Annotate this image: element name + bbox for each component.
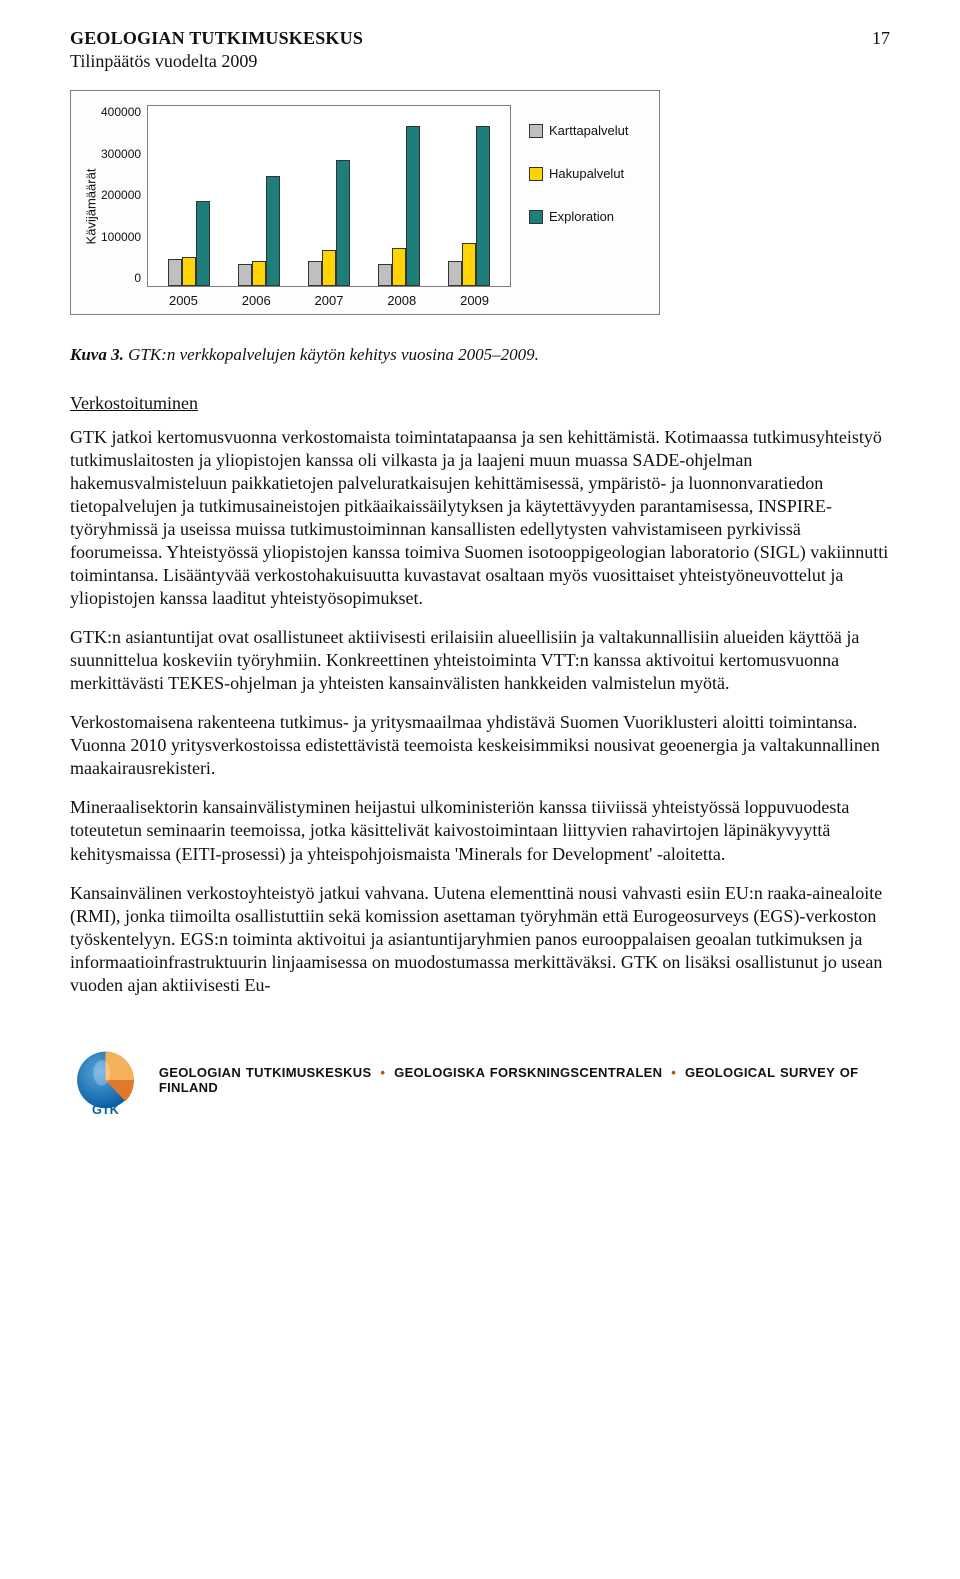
legend-label: Karttapalvelut: [549, 123, 629, 138]
bar: [238, 264, 252, 287]
bar: [168, 259, 182, 286]
footer-org-line: GEOLOGIAN TUTKIMUSKESKUS • GEOLOGISKA FO…: [159, 1065, 890, 1095]
bar-group: [154, 106, 224, 286]
legend-item: Hakupalvelut: [529, 166, 649, 181]
x-tick: 2008: [387, 293, 416, 308]
figure-caption: Kuva 3. GTK:n verkkopalvelujen käytön ke…: [70, 345, 890, 365]
bar: [406, 126, 420, 286]
bar: [392, 248, 406, 286]
legend-item: Karttapalvelut: [529, 123, 649, 138]
chart-plot-area: [147, 105, 511, 287]
bar: [476, 126, 490, 286]
svg-text:GTK: GTK: [92, 1102, 120, 1117]
bar: [266, 176, 280, 286]
bar: [196, 201, 210, 287]
body-paragraph: Mineraalisektorin kansainvälistyminen he…: [70, 796, 890, 865]
body-paragraph: GTK:n asiantuntijat ovat osallistuneet a…: [70, 626, 890, 695]
y-tick: 0: [101, 271, 141, 285]
chart-legend: Karttapalvelut Hakupalvelut Exploration: [511, 105, 649, 308]
y-tick: 300000: [101, 147, 141, 161]
gtk-logo-icon: GTK: [70, 1043, 141, 1117]
bar-group: [224, 106, 294, 286]
bar: [308, 261, 322, 286]
visitors-chart: Kävijämäärät 400000 300000 200000 100000…: [70, 90, 660, 315]
legend-swatch: [529, 210, 543, 224]
x-tick: 2005: [169, 293, 198, 308]
page-number: 17: [872, 28, 890, 49]
doc-subtitle: Tilinpäätös vuodelta 2009: [70, 51, 363, 72]
bar-group: [294, 106, 364, 286]
y-tick: 100000: [101, 230, 141, 244]
footer-org-sv: GEOLOGISKA FORSKNINGSCENTRALEN: [394, 1065, 662, 1080]
bar-group: [364, 106, 434, 286]
bar: [448, 261, 462, 286]
legend-label: Exploration: [549, 209, 614, 224]
bullet-icon: •: [380, 1065, 385, 1080]
legend-label: Hakupalvelut: [549, 166, 624, 181]
legend-swatch: [529, 124, 543, 138]
y-axis-label: Kävijämäärät: [81, 105, 101, 308]
bar: [462, 243, 476, 286]
bar-group: [434, 106, 504, 286]
figure-text: GTK:n verkkopalvelujen käytön kehitys vu…: [124, 345, 539, 364]
body-paragraph: Verkostomaisena rakenteena tutkimus- ja …: [70, 711, 890, 780]
body-paragraph: GTK jatkoi kertomusvuonna verkostomaista…: [70, 426, 890, 610]
x-axis: 2005 2006 2007 2008 2009: [147, 293, 511, 308]
legend-item: Exploration: [529, 209, 649, 224]
y-axis-ticks: 400000 300000 200000 100000 0: [101, 105, 141, 285]
section-heading: Verkostoituminen: [70, 393, 890, 414]
bar: [336, 160, 350, 286]
bar: [182, 257, 196, 286]
org-title: GEOLOGIAN TUTKIMUSKESKUS: [70, 28, 363, 49]
x-tick: 2007: [315, 293, 344, 308]
body-paragraph: Kansainvälinen verkostoyhteistyö jatkui …: [70, 882, 890, 997]
x-tick: 2006: [242, 293, 271, 308]
figure-number: Kuva 3.: [70, 345, 124, 364]
bullet-icon: •: [671, 1065, 676, 1080]
bar: [322, 250, 336, 286]
y-tick: 400000: [101, 105, 141, 119]
page-header: GEOLOGIAN TUTKIMUSKESKUS Tilinpäätös vuo…: [70, 28, 890, 72]
bar: [252, 261, 266, 286]
legend-swatch: [529, 167, 543, 181]
footer-org-fi: GEOLOGIAN TUTKIMUSKESKUS: [159, 1065, 372, 1080]
bar: [378, 264, 392, 287]
page-footer: GTK GEOLOGIAN TUTKIMUSKESKUS • GEOLOGISK…: [70, 1043, 890, 1117]
x-tick: 2009: [460, 293, 489, 308]
y-tick: 200000: [101, 188, 141, 202]
